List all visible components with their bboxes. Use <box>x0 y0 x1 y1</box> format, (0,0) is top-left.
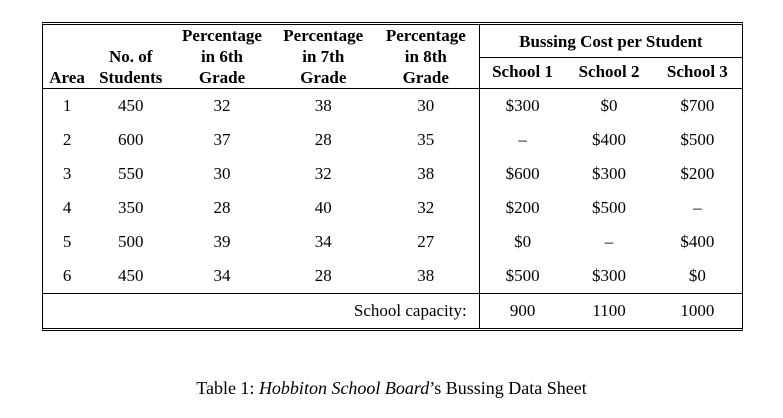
grade7-header: Percentage in 7th Grade <box>274 25 373 89</box>
bussing-cost-group-header: Bussing Cost per Student <box>478 25 742 58</box>
area-cell: 6 <box>62 266 72 285</box>
school3-capacity-cell: 1000 <box>652 293 742 328</box>
table-row: 1 450 32 38 30 $300 $0 $700 <box>43 88 742 123</box>
grade7-cell: 38 <box>273 88 373 123</box>
grade8-header-line3: Grade <box>402 68 449 87</box>
grade6-cell: 28 <box>213 198 231 217</box>
school3-cost-cell: $700 <box>652 88 742 123</box>
students-cell: 450 <box>91 88 171 123</box>
grade7-cell: 40 <box>314 198 332 217</box>
capacity-label: School capacity: <box>43 293 480 328</box>
caption-suffix: ’s Bussing Data Sheet <box>429 378 587 398</box>
grade6-cell: 39 <box>213 232 231 251</box>
table-row: 3 550 30 32 38 $600 $300 $200 <box>43 157 742 191</box>
grade6-header-line3: Grade <box>198 68 246 87</box>
capacity-row: School capacity: 900 1100 1000 <box>43 293 742 328</box>
school2-cost-cell: $0 <box>565 88 653 123</box>
grade6-cell: 30 <box>213 164 231 183</box>
grade6-cell: 32 <box>170 88 274 123</box>
school3-cost-cell: $400 <box>680 232 715 251</box>
grade8-cell: 32 <box>417 198 435 217</box>
data-table: Area No. of Students Percentage in 6th G… <box>43 25 742 328</box>
school2-cost-cell: $300 <box>592 164 627 183</box>
students-cell: 600 <box>117 130 144 149</box>
grade7-header-line1: Percentage <box>283 26 364 45</box>
school3-header: School 3 <box>666 62 728 81</box>
grade6-cell: 37 <box>213 130 231 149</box>
area-cell: 5 <box>62 232 72 251</box>
school2-capacity-cell: 1100 <box>565 293 653 328</box>
school2-cost-cell: – <box>604 232 614 251</box>
school3-cost-cell: $200 <box>680 164 715 183</box>
header-row-2: School 1 School 2 School 3 <box>43 57 742 89</box>
students-header-line2: Students <box>99 68 163 87</box>
grade6-header: Percentage in 6th Grade <box>170 25 273 89</box>
table-caption: Table 1: Hobbiton School Board’s Bussing… <box>0 378 783 399</box>
area-header-label: Area <box>49 68 85 87</box>
grade6-cell: 34 <box>213 266 231 285</box>
grade7-header-line2: in 7th <box>302 47 345 66</box>
grade8-header-line1: Percentage <box>385 26 466 45</box>
school1-header: School 1 <box>478 57 566 89</box>
school3-cost-cell: – <box>693 198 702 217</box>
school2-header: School 2 <box>578 62 640 81</box>
grade8-cell: 38 <box>417 164 435 183</box>
grade8-cell: 35 <box>417 130 435 149</box>
school1-cost-cell: $600 <box>478 157 566 191</box>
students-header: No. of Students <box>91 25 170 89</box>
students-header-line1: No. of <box>109 47 153 66</box>
grade8-header: Percentage in 8th Grade <box>373 25 479 89</box>
caption-prefix: Table 1: <box>196 378 259 398</box>
school2-cost-cell: $300 <box>592 266 627 285</box>
area-header: Area <box>43 25 91 89</box>
school1-cost-cell: $300 <box>478 88 566 123</box>
grade7-cell: 32 <box>314 164 332 183</box>
grade7-cell: 28 <box>314 130 332 149</box>
table-row: 5 500 39 34 27 $0 – $400 <box>43 225 742 259</box>
school2-cost-cell: $500 <box>592 198 627 217</box>
school3-cost-cell: $500 <box>680 130 715 149</box>
students-cell: 450 <box>117 266 144 285</box>
students-cell: 350 <box>117 198 144 217</box>
area-cell: 4 <box>62 198 72 217</box>
table-row: 4 350 28 40 32 $200 $500 – <box>43 191 742 225</box>
header-row-1: Area No. of Students Percentage in 6th G… <box>43 25 742 87</box>
grade8-header-line2: in 8th <box>404 47 447 66</box>
students-cell: 550 <box>117 164 144 183</box>
table-row: 2 600 37 28 35 – $400 $500 <box>43 123 742 157</box>
grade7-header-line3: Grade <box>300 68 347 87</box>
school2-cost-cell: $400 <box>592 130 627 149</box>
caption-board-name: Hobbiton School Board <box>258 378 430 398</box>
grade7-cell: 34 <box>314 232 332 251</box>
school1-cost-cell: $200 <box>478 191 566 225</box>
students-cell: 500 <box>117 232 144 251</box>
grade6-header-line2: in 6th <box>200 47 243 66</box>
area-cell: 2 <box>62 130 72 149</box>
school1-cost-cell: – <box>478 123 566 157</box>
grade6-header-line1: Percentage <box>182 26 262 45</box>
area-cell: 3 <box>62 164 72 183</box>
grade7-cell: 28 <box>314 266 332 285</box>
table-row: 6 450 34 28 38 $500 $300 $0 <box>43 259 742 294</box>
area-cell: 1 <box>43 88 92 123</box>
school1-cost-cell: $0 <box>478 225 566 259</box>
bussing-data-table: Area No. of Students Percentage in 6th G… <box>42 22 743 331</box>
grade8-cell: 38 <box>417 266 435 285</box>
grade8-cell: 30 <box>372 88 480 123</box>
school1-capacity-cell: 900 <box>478 293 566 328</box>
grade8-cell: 27 <box>417 232 435 251</box>
school1-cost-cell: $500 <box>478 259 566 294</box>
school3-cost-cell: $0 <box>688 266 706 285</box>
